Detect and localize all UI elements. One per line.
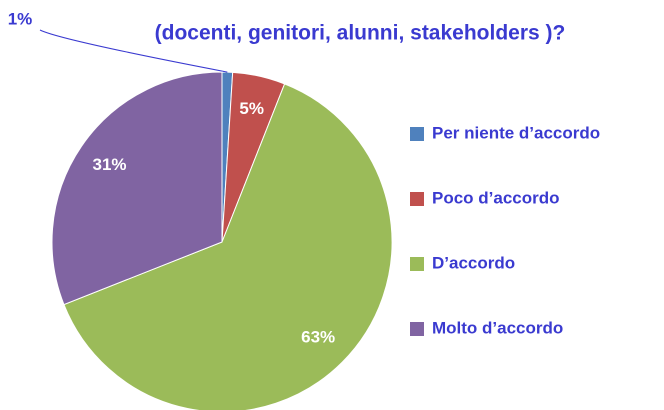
pie-slice — [63, 83, 393, 410]
legend-label: Per niente d’accordo — [432, 123, 600, 142]
data-label: 1% — [8, 9, 33, 28]
legend-label: D’accordo — [432, 253, 515, 272]
chart-title: (docenti, genitori, alunni, stakeholders… — [155, 22, 566, 45]
leader-line — [39, 29, 228, 73]
data-label: 63% — [301, 328, 335, 347]
data-label: 31% — [93, 155, 127, 174]
pie-slice — [51, 71, 223, 306]
legend-swatch — [410, 192, 424, 206]
legend-swatch — [410, 257, 424, 271]
legend-label: Poco d’accordo — [432, 188, 560, 207]
legend-swatch — [410, 127, 424, 141]
legend-swatch — [410, 322, 424, 336]
legend-label: Molto d’accordo — [432, 318, 563, 337]
data-label: 5% — [239, 99, 264, 118]
